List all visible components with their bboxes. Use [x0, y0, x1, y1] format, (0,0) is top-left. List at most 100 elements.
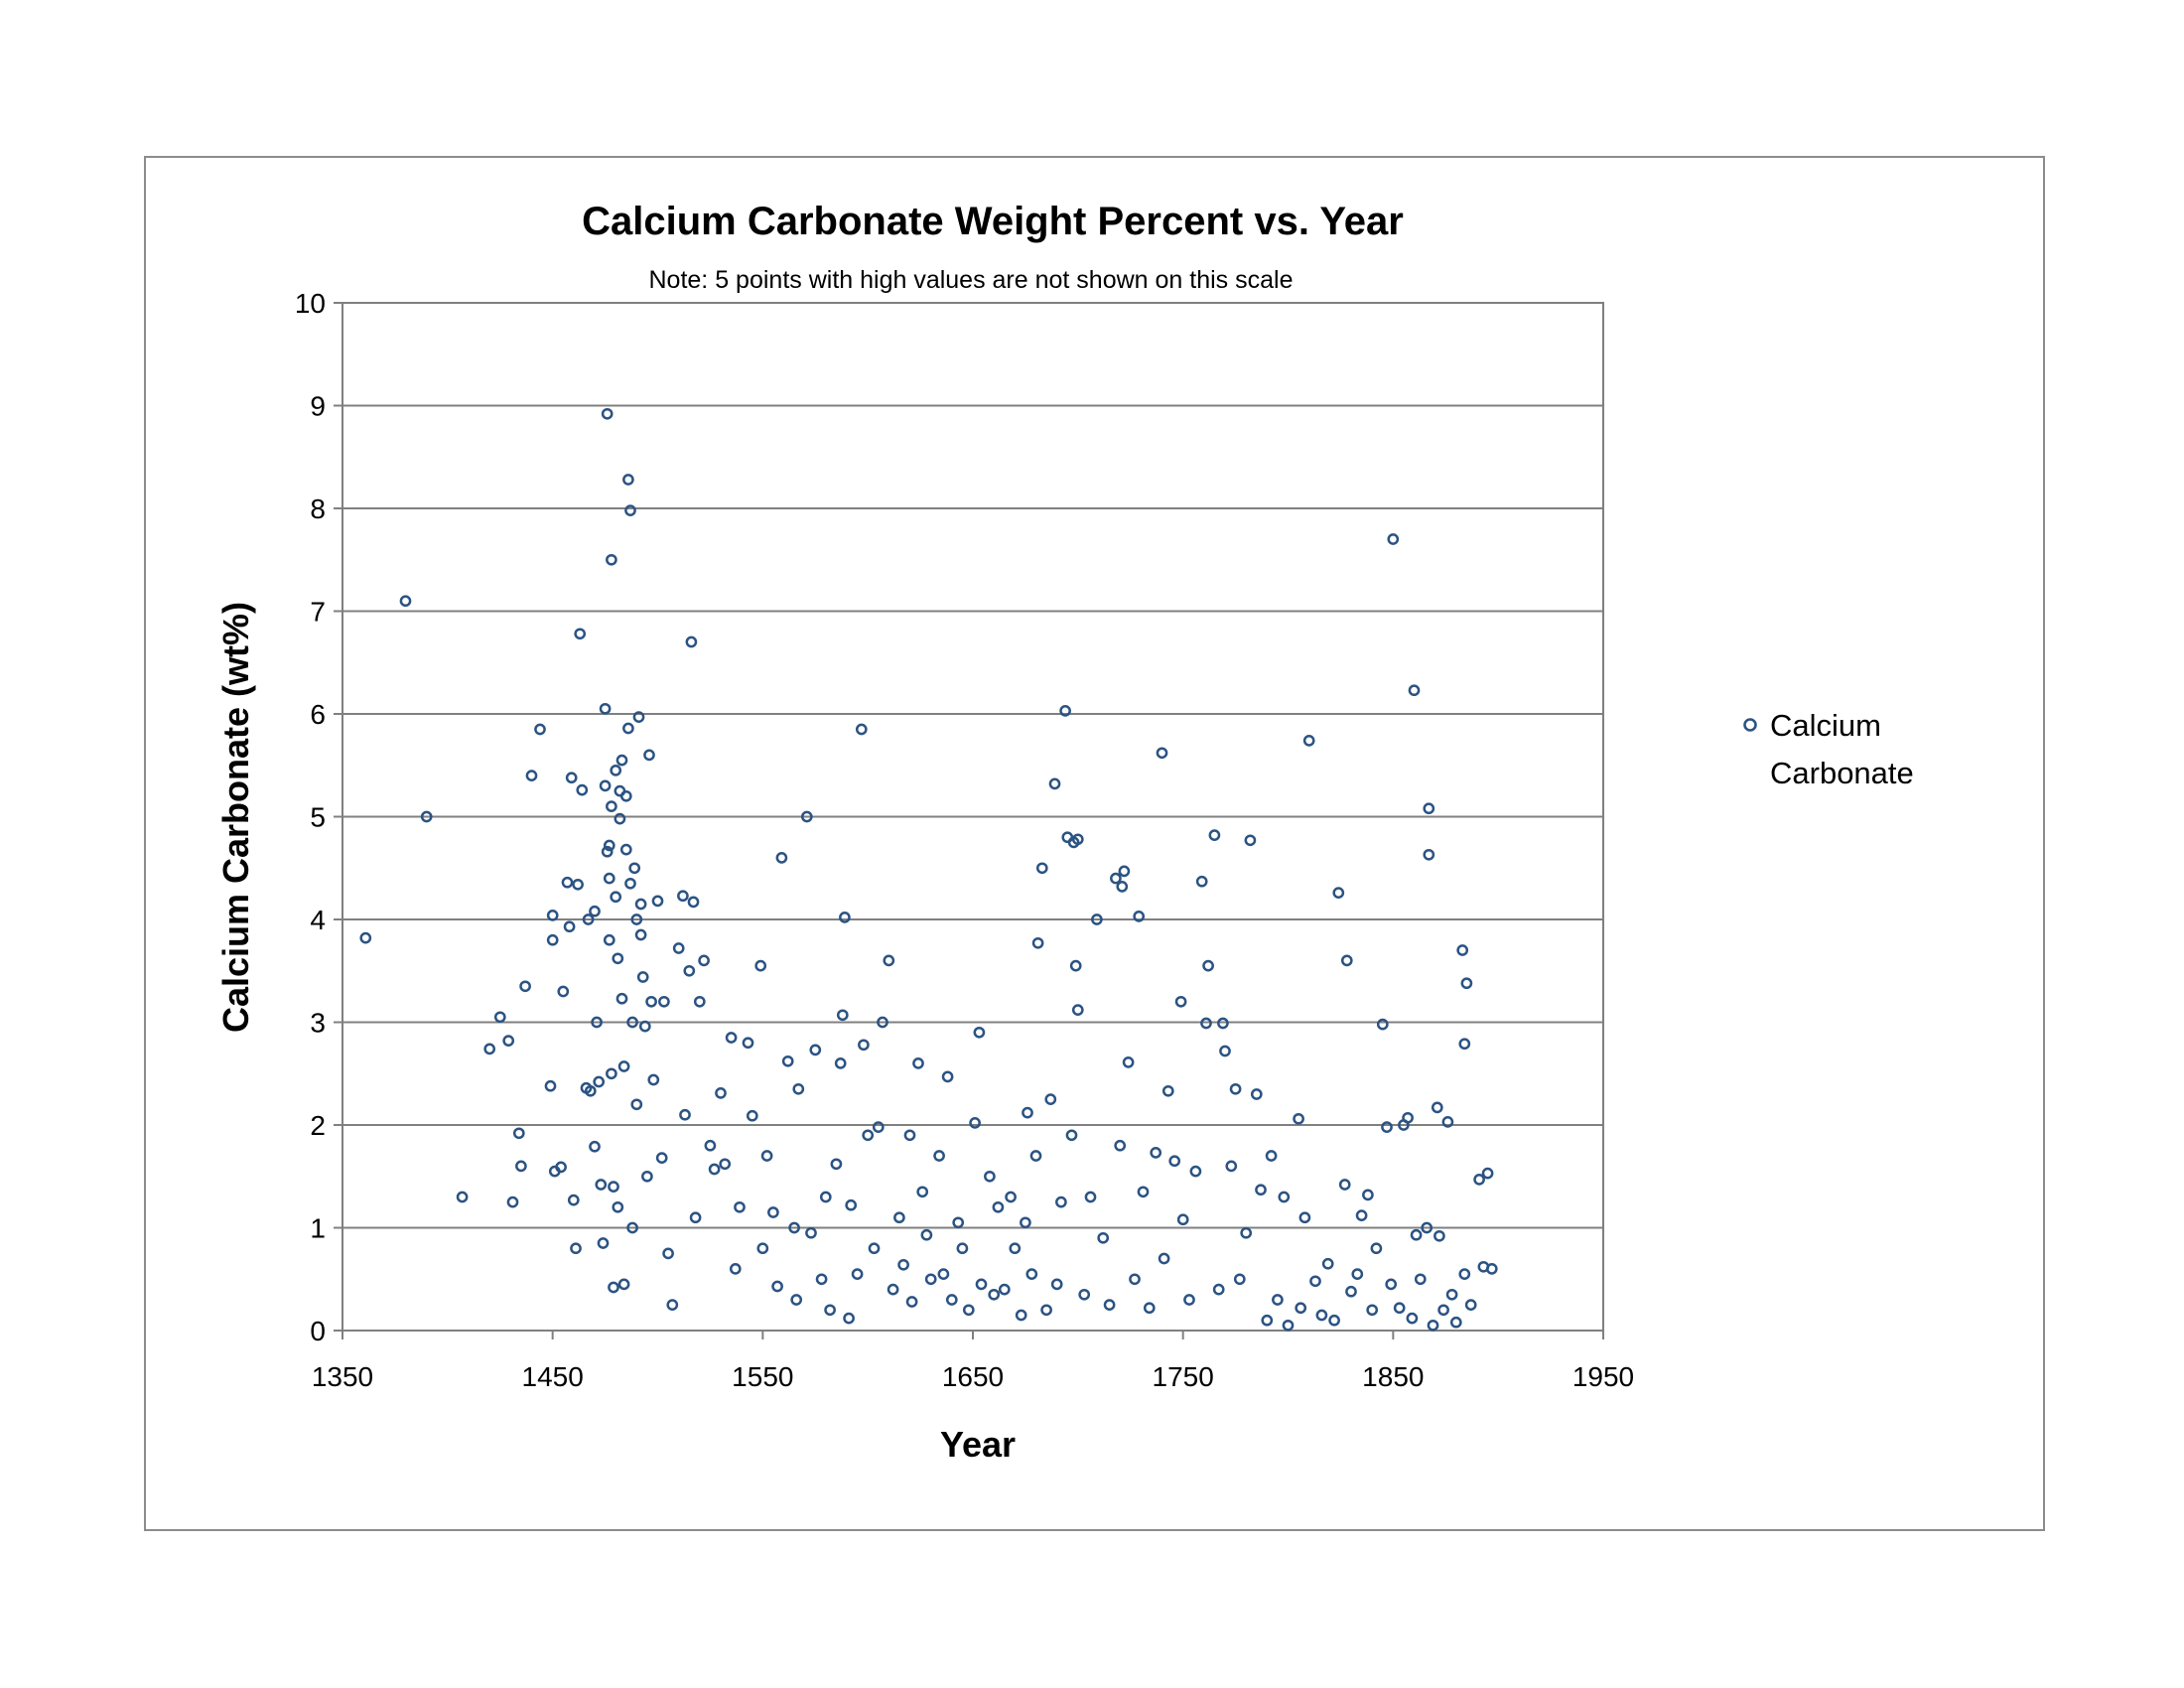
- data-point: [683, 964, 696, 977]
- data-point: [836, 1009, 849, 1022]
- data-point: [589, 905, 601, 917]
- data-point: [645, 995, 657, 1008]
- data-point: [1295, 1302, 1307, 1315]
- data-point: [1202, 959, 1214, 972]
- data-point: [1137, 1186, 1150, 1198]
- data-point: [1009, 1242, 1022, 1255]
- data-point: [595, 1179, 608, 1191]
- data-point: [1225, 1160, 1238, 1173]
- data-point: [1040, 1304, 1052, 1317]
- data-points: [359, 407, 1498, 1332]
- data-point: [687, 896, 700, 909]
- data-point: [619, 843, 632, 856]
- data-point: [1293, 1112, 1304, 1125]
- data-point: [1332, 887, 1345, 899]
- y-tick-label: 4: [310, 905, 326, 935]
- y-tick-label: 0: [310, 1316, 326, 1346]
- data-point: [608, 1181, 619, 1193]
- data-point: [1370, 1242, 1383, 1255]
- data-point: [525, 770, 538, 781]
- data-point: [698, 954, 710, 967]
- data-point: [1445, 1288, 1458, 1301]
- data-point: [992, 1200, 1005, 1213]
- data-point: [975, 1278, 988, 1291]
- data-point: [1340, 954, 1353, 967]
- data-point: [1110, 872, 1122, 885]
- data-point: [1020, 1216, 1031, 1229]
- data-point: [1078, 1288, 1091, 1301]
- data-point: [502, 1035, 515, 1047]
- data-point: [1116, 881, 1129, 893]
- data-point: [912, 1057, 924, 1069]
- data-point: [608, 1281, 619, 1294]
- data-point: [1122, 1056, 1135, 1068]
- data-point: [1265, 1150, 1278, 1162]
- data-point: [593, 1075, 606, 1088]
- data-point: [834, 1057, 847, 1069]
- data-point: [615, 754, 628, 767]
- data-point: [1250, 1088, 1263, 1100]
- data-point: [1084, 1191, 1097, 1203]
- data-point: [1212, 1283, 1225, 1296]
- data-point: [1150, 1147, 1162, 1159]
- chart-note: Note: 5 points with high values are not …: [649, 266, 1294, 294]
- y-tick-label: 3: [310, 1008, 326, 1039]
- data-point: [920, 1228, 933, 1241]
- data-point: [606, 553, 617, 566]
- data-point: [685, 635, 698, 648]
- data-point: [1345, 1285, 1357, 1298]
- data-point: [544, 1079, 557, 1092]
- data-point: [624, 504, 636, 516]
- data-point: [584, 1084, 597, 1097]
- data-point: [1233, 1273, 1246, 1286]
- data-point: [1022, 1106, 1033, 1119]
- data-point: [591, 1016, 603, 1029]
- y-tick-label: 8: [310, 493, 326, 524]
- data-point: [719, 1158, 732, 1171]
- data-point: [582, 914, 595, 925]
- data-point: [570, 1242, 582, 1255]
- data-point: [534, 723, 546, 736]
- data-point: [610, 765, 622, 776]
- data-point: [1050, 1278, 1063, 1291]
- data-point: [998, 1283, 1011, 1296]
- data-point: [805, 1226, 817, 1239]
- data-point: [359, 931, 372, 944]
- data-point: [1174, 995, 1187, 1008]
- data-point: [555, 1161, 567, 1174]
- data-point: [572, 878, 584, 891]
- data-point: [456, 1191, 469, 1203]
- data-point: [1071, 1004, 1084, 1016]
- data-point: [1464, 1299, 1477, 1311]
- data-point: [1103, 1299, 1116, 1311]
- data-point: [1071, 833, 1084, 846]
- data-point: [617, 1060, 630, 1072]
- data-point: [628, 862, 641, 875]
- data-point: [883, 954, 895, 967]
- data-point: [1261, 1314, 1274, 1327]
- data-point: [945, 1294, 958, 1306]
- data-point: [1302, 735, 1315, 747]
- y-tick-label: 6: [310, 699, 326, 730]
- data-point: [984, 1170, 996, 1183]
- data-point: [1156, 747, 1168, 760]
- data-point: [606, 800, 617, 812]
- x-tick-label: 1750: [1153, 1361, 1214, 1392]
- data-point: [506, 1196, 519, 1208]
- data-point: [603, 933, 615, 946]
- data-point: [1048, 777, 1061, 790]
- data-point: [576, 783, 589, 796]
- data-point: [626, 1016, 638, 1029]
- data-point: [630, 1098, 643, 1111]
- data-point: [858, 1039, 870, 1052]
- y-tick-label: 2: [310, 1110, 326, 1141]
- data-point: [1195, 875, 1208, 888]
- data-point: [708, 1163, 721, 1176]
- data-point: [1315, 1309, 1328, 1322]
- data-point: [666, 1299, 679, 1311]
- data-point: [1460, 977, 1473, 990]
- data-point: [563, 920, 576, 933]
- data-point: [1355, 1209, 1368, 1221]
- data-point: [1387, 533, 1400, 545]
- data-point: [725, 1032, 738, 1044]
